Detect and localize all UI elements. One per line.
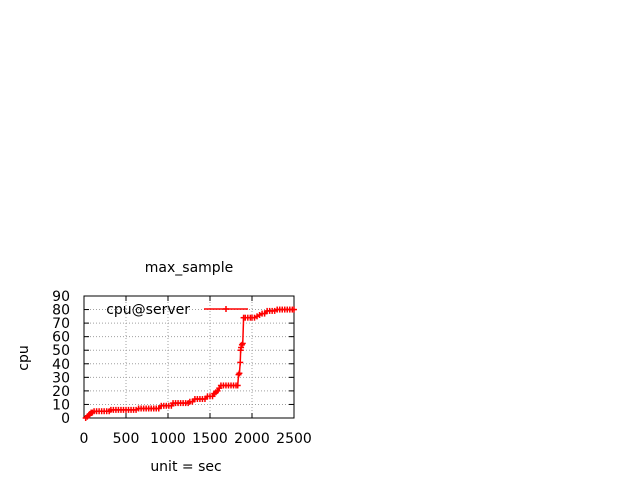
y-tick-label: 80 xyxy=(52,303,70,319)
x-tick-label: 0 xyxy=(80,431,89,447)
x-axis-label: unit = sec xyxy=(150,459,221,475)
legend: cpu@server xyxy=(106,302,248,318)
y-tick-label: 50 xyxy=(52,343,70,359)
x-tick-label: 2500 xyxy=(276,431,312,447)
chart-title: max_sample xyxy=(145,260,233,276)
x-tick-label: 1500 xyxy=(192,431,228,447)
y-tick-label: 0 xyxy=(61,411,70,427)
y-tick-label: 10 xyxy=(52,397,70,413)
x-tick-label: 2000 xyxy=(234,431,270,447)
legend-label: cpu@server xyxy=(106,302,190,318)
y-tick-label: 60 xyxy=(52,330,70,346)
data-point xyxy=(237,359,244,366)
y-axis-label: cpu xyxy=(16,345,32,370)
data-point xyxy=(291,306,297,313)
y-tick-label: 20 xyxy=(52,384,70,400)
y-tick-label: 40 xyxy=(52,357,70,373)
data-point xyxy=(234,382,241,389)
data-point xyxy=(236,370,243,377)
grid xyxy=(84,296,294,418)
data-point xyxy=(239,340,246,347)
y-tick-label: 70 xyxy=(52,316,70,332)
y-tick-label: 90 xyxy=(52,289,70,305)
x-tick-label: 500 xyxy=(113,431,140,447)
series-cpu-server xyxy=(82,306,297,421)
y-tick-label: 30 xyxy=(52,370,70,386)
x-tick-label: 1000 xyxy=(150,431,186,447)
plot-frame xyxy=(83,295,295,419)
